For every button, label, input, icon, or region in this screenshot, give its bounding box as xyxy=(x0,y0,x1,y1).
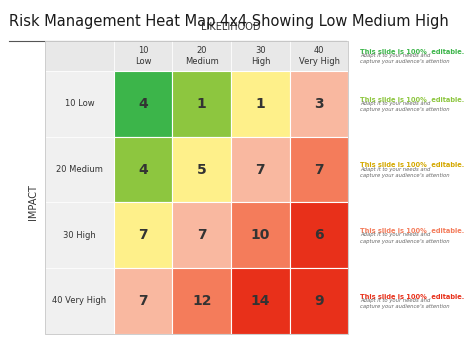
Bar xyxy=(45,268,114,334)
Bar xyxy=(45,202,114,268)
Bar xyxy=(231,41,290,71)
Text: 7: 7 xyxy=(314,163,324,176)
Text: Risk Management Heat Map 4x4 Showing Low Medium High: Risk Management Heat Map 4x4 Showing Low… xyxy=(9,14,449,29)
Bar xyxy=(173,41,231,71)
Bar xyxy=(231,71,290,137)
Bar xyxy=(290,202,348,268)
Bar xyxy=(114,137,173,202)
Text: 12: 12 xyxy=(192,294,211,308)
Bar xyxy=(231,202,290,268)
Text: 1: 1 xyxy=(197,97,207,111)
Bar xyxy=(173,268,231,334)
Bar xyxy=(45,41,348,334)
Bar xyxy=(114,71,173,137)
Text: 7: 7 xyxy=(138,228,148,242)
Bar xyxy=(290,137,348,202)
Bar xyxy=(290,268,348,334)
Text: Adapt it to your needs and
capture your audience’s attention: Adapt it to your needs and capture your … xyxy=(360,233,450,244)
Text: 6: 6 xyxy=(314,228,324,242)
Bar xyxy=(173,71,231,137)
Bar xyxy=(231,137,290,202)
Text: 40
Very High: 40 Very High xyxy=(299,46,339,66)
Text: 4: 4 xyxy=(138,163,148,176)
Text: 20
Medium: 20 Medium xyxy=(185,46,219,66)
Text: LIKELIHOOD: LIKELIHOOD xyxy=(201,22,261,32)
Text: 3: 3 xyxy=(314,97,324,111)
Text: This slide is 100%  editable.: This slide is 100% editable. xyxy=(360,228,465,234)
Text: 1: 1 xyxy=(255,97,265,111)
Text: This slide is 100%  editable.: This slide is 100% editable. xyxy=(360,49,465,55)
Text: 10 Low: 10 Low xyxy=(64,99,94,108)
Text: This slide is 100%  editable.: This slide is 100% editable. xyxy=(360,97,465,103)
Text: 7: 7 xyxy=(138,294,148,308)
Text: This slide is 100%  editable.: This slide is 100% editable. xyxy=(360,162,465,168)
Bar xyxy=(45,41,114,71)
Bar xyxy=(45,71,114,137)
Text: Adapt it to your needs and
capture your audience’s attention: Adapt it to your needs and capture your … xyxy=(360,101,450,112)
Bar xyxy=(290,71,348,137)
Text: 7: 7 xyxy=(255,163,265,176)
Text: Adapt it to your needs and
capture your audience’s attention: Adapt it to your needs and capture your … xyxy=(360,298,450,309)
Text: Adapt it to your needs and
capture your audience’s attention: Adapt it to your needs and capture your … xyxy=(360,53,450,64)
Bar xyxy=(173,202,231,268)
Text: 40 Very High: 40 Very High xyxy=(52,296,107,305)
Bar xyxy=(290,41,348,71)
Text: 7: 7 xyxy=(197,228,207,242)
Text: 10
Low: 10 Low xyxy=(135,46,151,66)
Text: 4: 4 xyxy=(138,97,148,111)
Bar xyxy=(173,137,231,202)
Bar xyxy=(114,41,173,71)
Bar xyxy=(45,137,114,202)
Text: IMPACT: IMPACT xyxy=(28,184,38,220)
Text: 30
High: 30 High xyxy=(251,46,270,66)
Text: 20 Medium: 20 Medium xyxy=(56,165,103,174)
Text: 9: 9 xyxy=(314,294,324,308)
Text: 14: 14 xyxy=(251,294,270,308)
Text: 5: 5 xyxy=(197,163,207,176)
Bar xyxy=(114,268,173,334)
Text: This slide is 100%  editable.: This slide is 100% editable. xyxy=(360,294,465,300)
Text: 10: 10 xyxy=(251,228,270,242)
Bar xyxy=(231,268,290,334)
Bar xyxy=(114,202,173,268)
Text: Adapt it to your needs and
capture your audience’s attention: Adapt it to your needs and capture your … xyxy=(360,167,450,178)
Text: 30 High: 30 High xyxy=(63,231,96,240)
